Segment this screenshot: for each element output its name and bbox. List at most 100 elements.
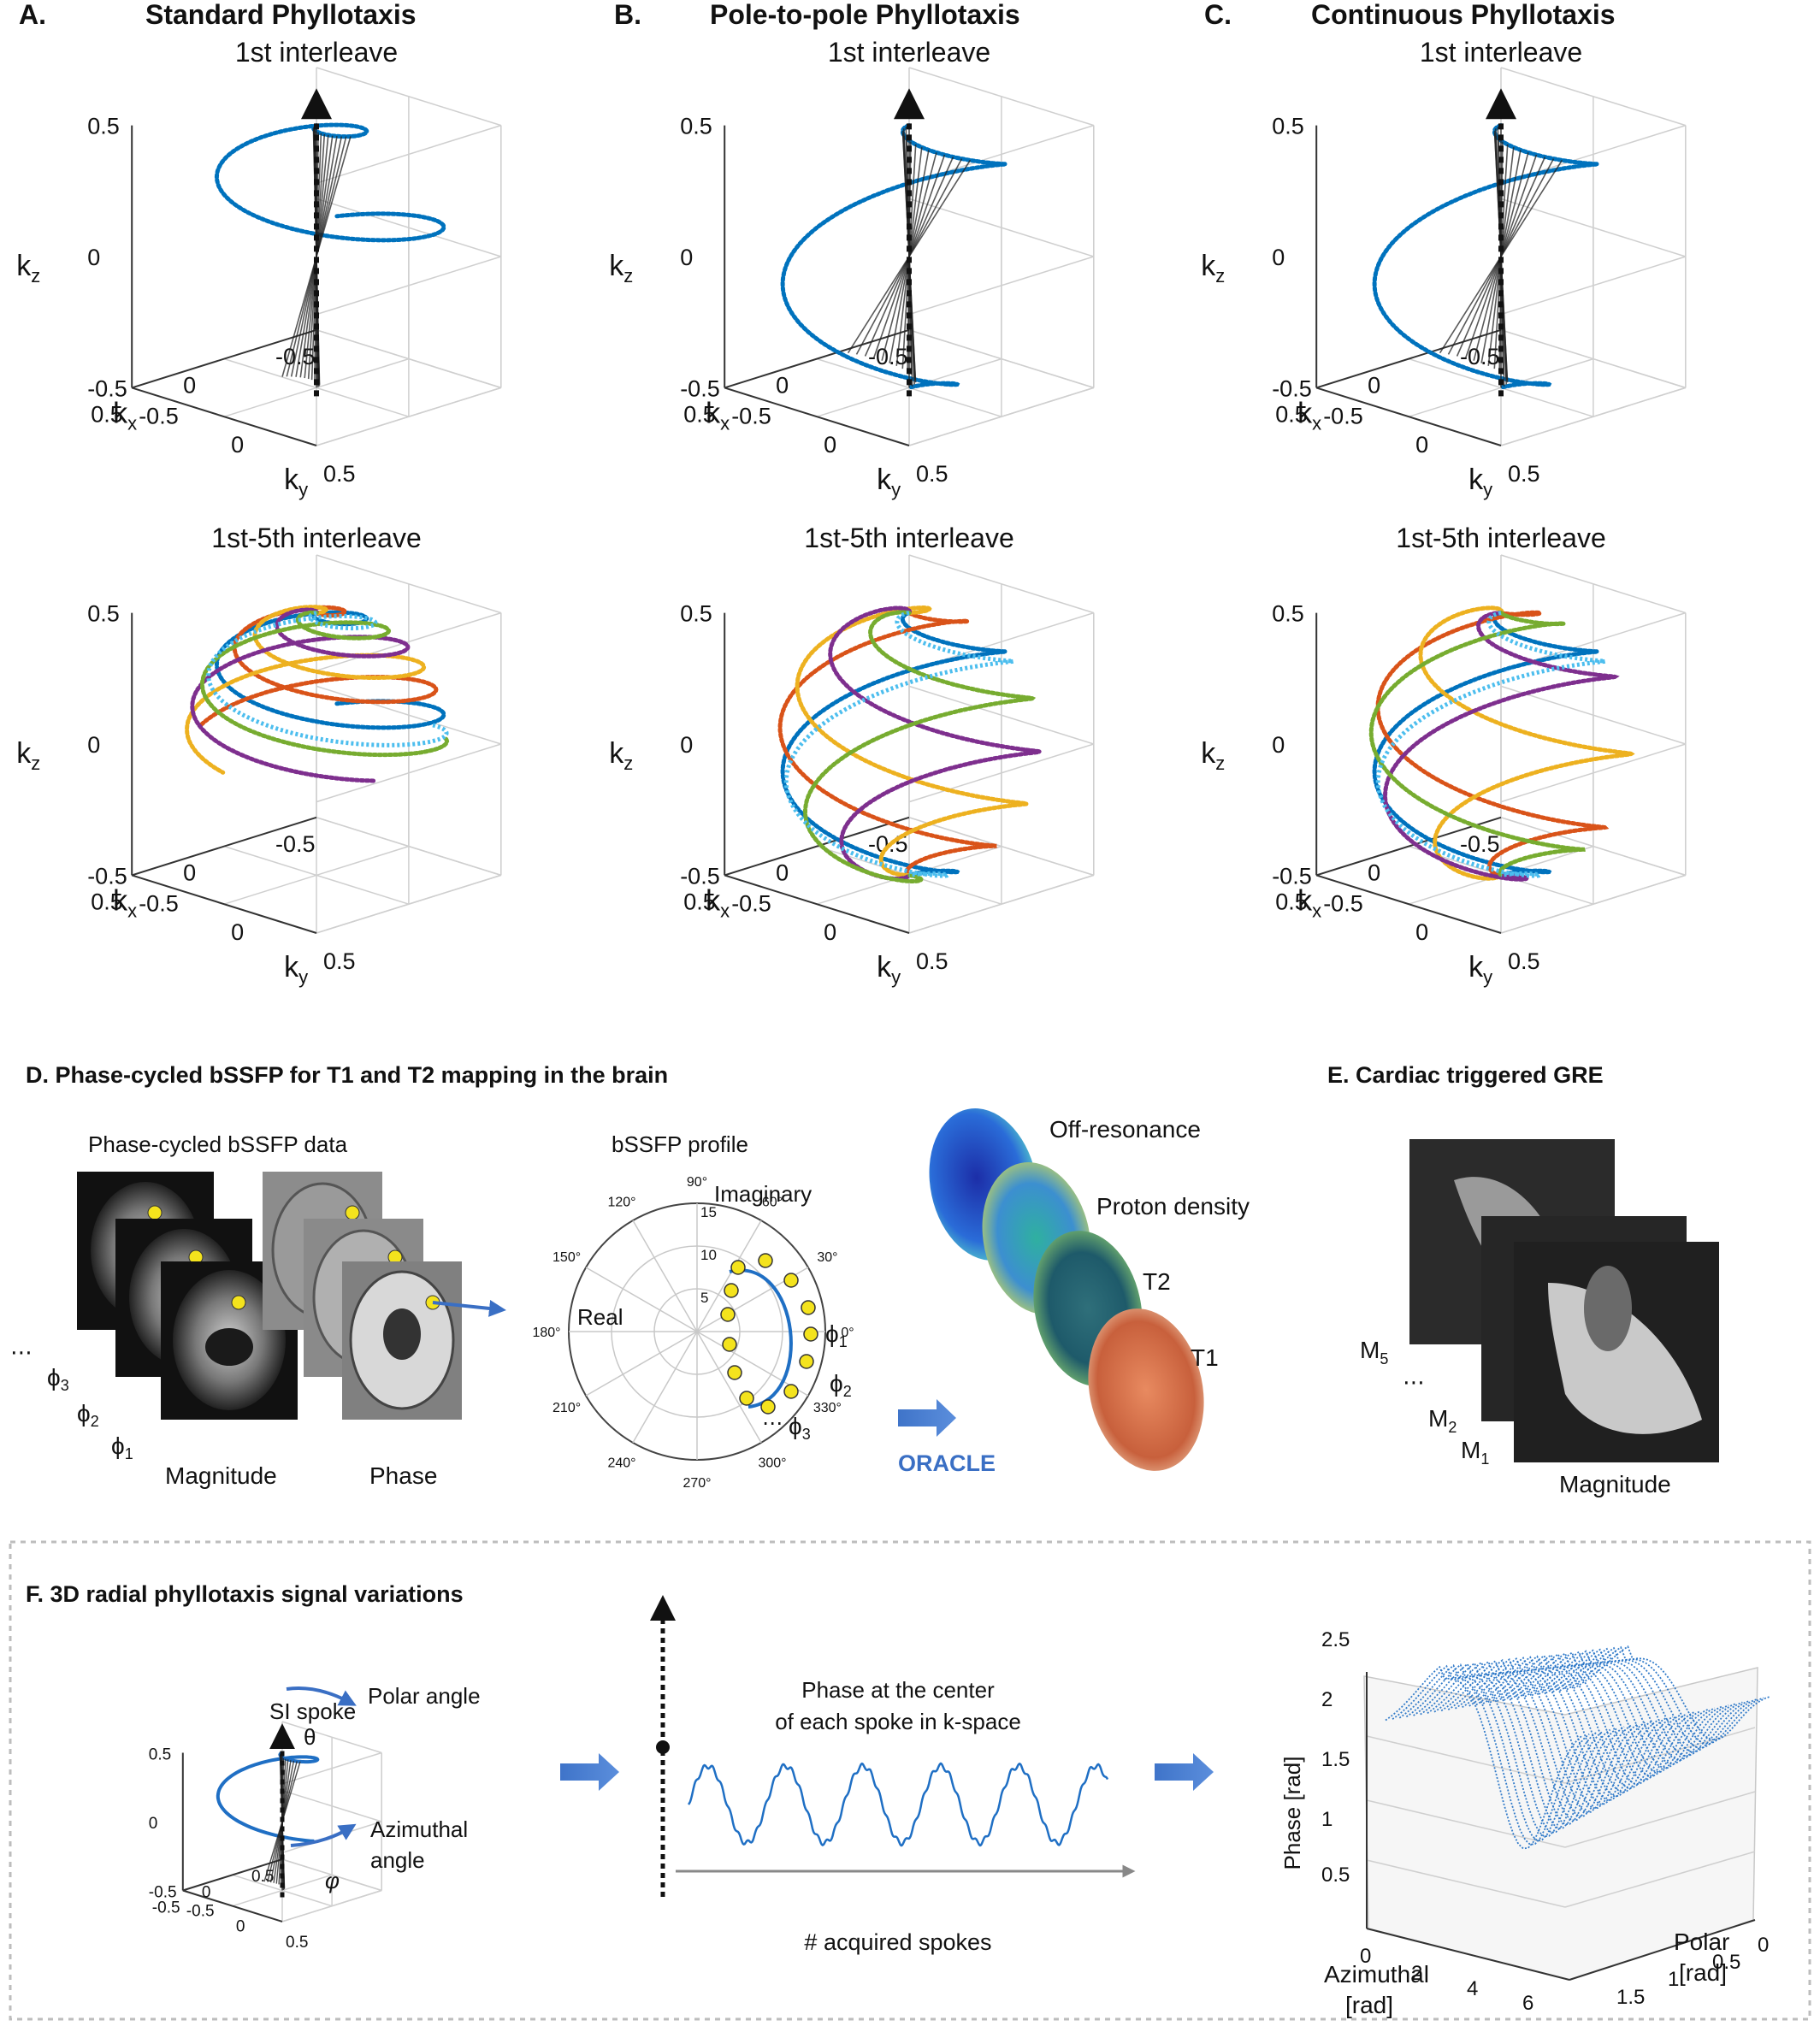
polar-axis bbox=[1569, 1919, 1756, 1981]
trajectory-series-3 bbox=[795, 605, 1031, 877]
kz-tick-label: -0.5 bbox=[87, 375, 127, 401]
phase-tick-label: 0.5 bbox=[1321, 1864, 1350, 1887]
grid-line bbox=[1564, 1851, 1756, 1908]
grid-line bbox=[316, 387, 502, 446]
trajectory-series-1 bbox=[1372, 123, 1602, 390]
polar-spoke bbox=[585, 1267, 698, 1332]
spoke bbox=[1439, 159, 1563, 354]
row-title-first: 1st interleave bbox=[235, 37, 398, 68]
kx-tick-label: 0.5 bbox=[683, 889, 716, 914]
ky-tick-label: 0.5 bbox=[286, 1934, 308, 1952]
kx-tick-label: 0.5 bbox=[1275, 889, 1308, 914]
polar-radial-label: 5 bbox=[700, 1290, 708, 1306]
grid-line bbox=[908, 67, 1095, 127]
polar-axis-label-2: [rad] bbox=[1679, 1959, 1727, 1986]
f-arrow-1 bbox=[560, 1753, 619, 1791]
profile-sample-dot bbox=[739, 1391, 754, 1406]
kz-axis-label: kz bbox=[16, 250, 40, 286]
kx-axis bbox=[724, 816, 910, 877]
panel-f-title: F. 3D radial phyllotaxis signal variatio… bbox=[26, 1581, 464, 1607]
grid-line bbox=[281, 1721, 382, 1754]
phase-axis-label: Phase [rad] bbox=[1279, 1757, 1305, 1870]
surface-line bbox=[1510, 1651, 1709, 1777]
phi1-label: ϕ1 bbox=[111, 1432, 133, 1462]
row-title-first-five: 1st-5th interleave bbox=[804, 523, 1013, 553]
profile-sample-dot bbox=[722, 1337, 737, 1352]
trajectory-series-4 bbox=[828, 605, 1043, 882]
kz-axis-label: kz bbox=[1201, 737, 1225, 774]
polar-spoke bbox=[696, 1220, 762, 1332]
kx-tick-label: 0 bbox=[1368, 860, 1380, 886]
azimuthal-angle-label: Azimuthal bbox=[370, 1816, 468, 1842]
surface-line bbox=[1405, 1663, 1604, 1838]
kz-tick-label: -0.5 bbox=[680, 863, 720, 889]
trajectory-series-1 bbox=[780, 611, 1010, 877]
polar-radial-label: 10 bbox=[700, 1247, 717, 1263]
profile-sample-dot bbox=[801, 1300, 816, 1315]
kx-tick-label: 0 bbox=[183, 373, 196, 399]
polar-angle-arrow bbox=[286, 1686, 357, 1706]
grid-line bbox=[1366, 1799, 1566, 1848]
bssfp-data-title: Phase-cycled bSSFP data bbox=[88, 1131, 348, 1157]
surface-line bbox=[1559, 1646, 1758, 1749]
ky-axis-label: ky bbox=[284, 464, 308, 500]
kz-tick-label: 0 bbox=[1272, 732, 1285, 758]
profile-sample-dot bbox=[724, 1283, 739, 1298]
polar-axis-label-1: Polar bbox=[1674, 1929, 1729, 1955]
ky-tick-label: -0.5 bbox=[1323, 403, 1363, 428]
panel-a-title: A. Standard Phyllotaxis bbox=[19, 0, 417, 30]
bssfp-profile-title: bSSFP profile bbox=[612, 1131, 748, 1157]
trajectory bbox=[216, 1751, 320, 1843]
m5-label: M5 bbox=[1360, 1337, 1388, 1367]
polar-tick-label: 0.5 bbox=[1712, 1951, 1740, 1974]
theta-label: θ bbox=[304, 1724, 316, 1750]
polar-angle-label: 60° bbox=[762, 1196, 783, 1210]
surface-line bbox=[1433, 1660, 1632, 1822]
surface-line bbox=[1531, 1650, 1729, 1765]
surface-line bbox=[1524, 1651, 1722, 1769]
ky-tick-label: 0 bbox=[824, 919, 836, 945]
phase-signal-trace bbox=[687, 1762, 1109, 1847]
trajectory-series-5 bbox=[803, 610, 1037, 883]
imaginary-label: Imaginary bbox=[714, 1181, 812, 1207]
kx-tick-label: 0 bbox=[202, 1883, 211, 1901]
kx-axis bbox=[182, 1858, 283, 1892]
grid-line bbox=[1500, 874, 1687, 934]
kx-tick-label: 0 bbox=[776, 860, 789, 886]
trajectory-series-1 bbox=[780, 123, 1010, 390]
profile-sample-dot bbox=[803, 1326, 818, 1342]
grid-line bbox=[316, 124, 502, 184]
row-title-first: 1st interleave bbox=[1420, 37, 1582, 68]
azimuthal-tick-label: 2 bbox=[1411, 1962, 1422, 1985]
kx-tick-label: 0.5 bbox=[91, 401, 123, 427]
surface-line bbox=[1475, 1656, 1674, 1798]
trajectory-series-3 bbox=[1418, 605, 1635, 881]
kz-tick-label: 0.5 bbox=[1272, 601, 1304, 627]
kz-tick-label: -0.5 bbox=[1272, 863, 1312, 889]
profile-sample-dot bbox=[783, 1273, 799, 1288]
azimuthal-tick-label: 4 bbox=[1467, 1977, 1478, 2000]
trajectory-series-1 bbox=[214, 122, 446, 243]
kz-tick-label: 0 bbox=[87, 732, 100, 758]
ky-tick-label: -0.5 bbox=[139, 403, 179, 428]
profile-sample-dot bbox=[783, 1384, 799, 1399]
kz-tick-label: 0 bbox=[680, 245, 693, 270]
oracle-label: ORACLE bbox=[898, 1450, 996, 1476]
kx-axis-label: kx bbox=[1297, 885, 1321, 922]
phi-label: φ bbox=[325, 1868, 340, 1893]
kx-axis-label: kx bbox=[706, 398, 730, 434]
spoke bbox=[847, 159, 972, 354]
ky-axis bbox=[131, 874, 317, 934]
kx-tick-label: -0.5 bbox=[152, 1899, 180, 1917]
bssfp-polar-plot: 90° 60° 30° 0° 330° 300° 270° 240° 210° 180° 150° 1… bbox=[532, 1175, 854, 1491]
t1-map bbox=[1088, 1308, 1204, 1471]
azimuthal-tick-label: 0 bbox=[1360, 1945, 1371, 1968]
trajectory-series-1 bbox=[1372, 611, 1602, 877]
profile-sample-dot bbox=[730, 1260, 746, 1275]
surface-line bbox=[1552, 1647, 1750, 1753]
phase-tick-label: 1.5 bbox=[1321, 1748, 1350, 1771]
trajectory-series-6 bbox=[1375, 611, 1610, 878]
radial-spokes bbox=[847, 125, 972, 388]
